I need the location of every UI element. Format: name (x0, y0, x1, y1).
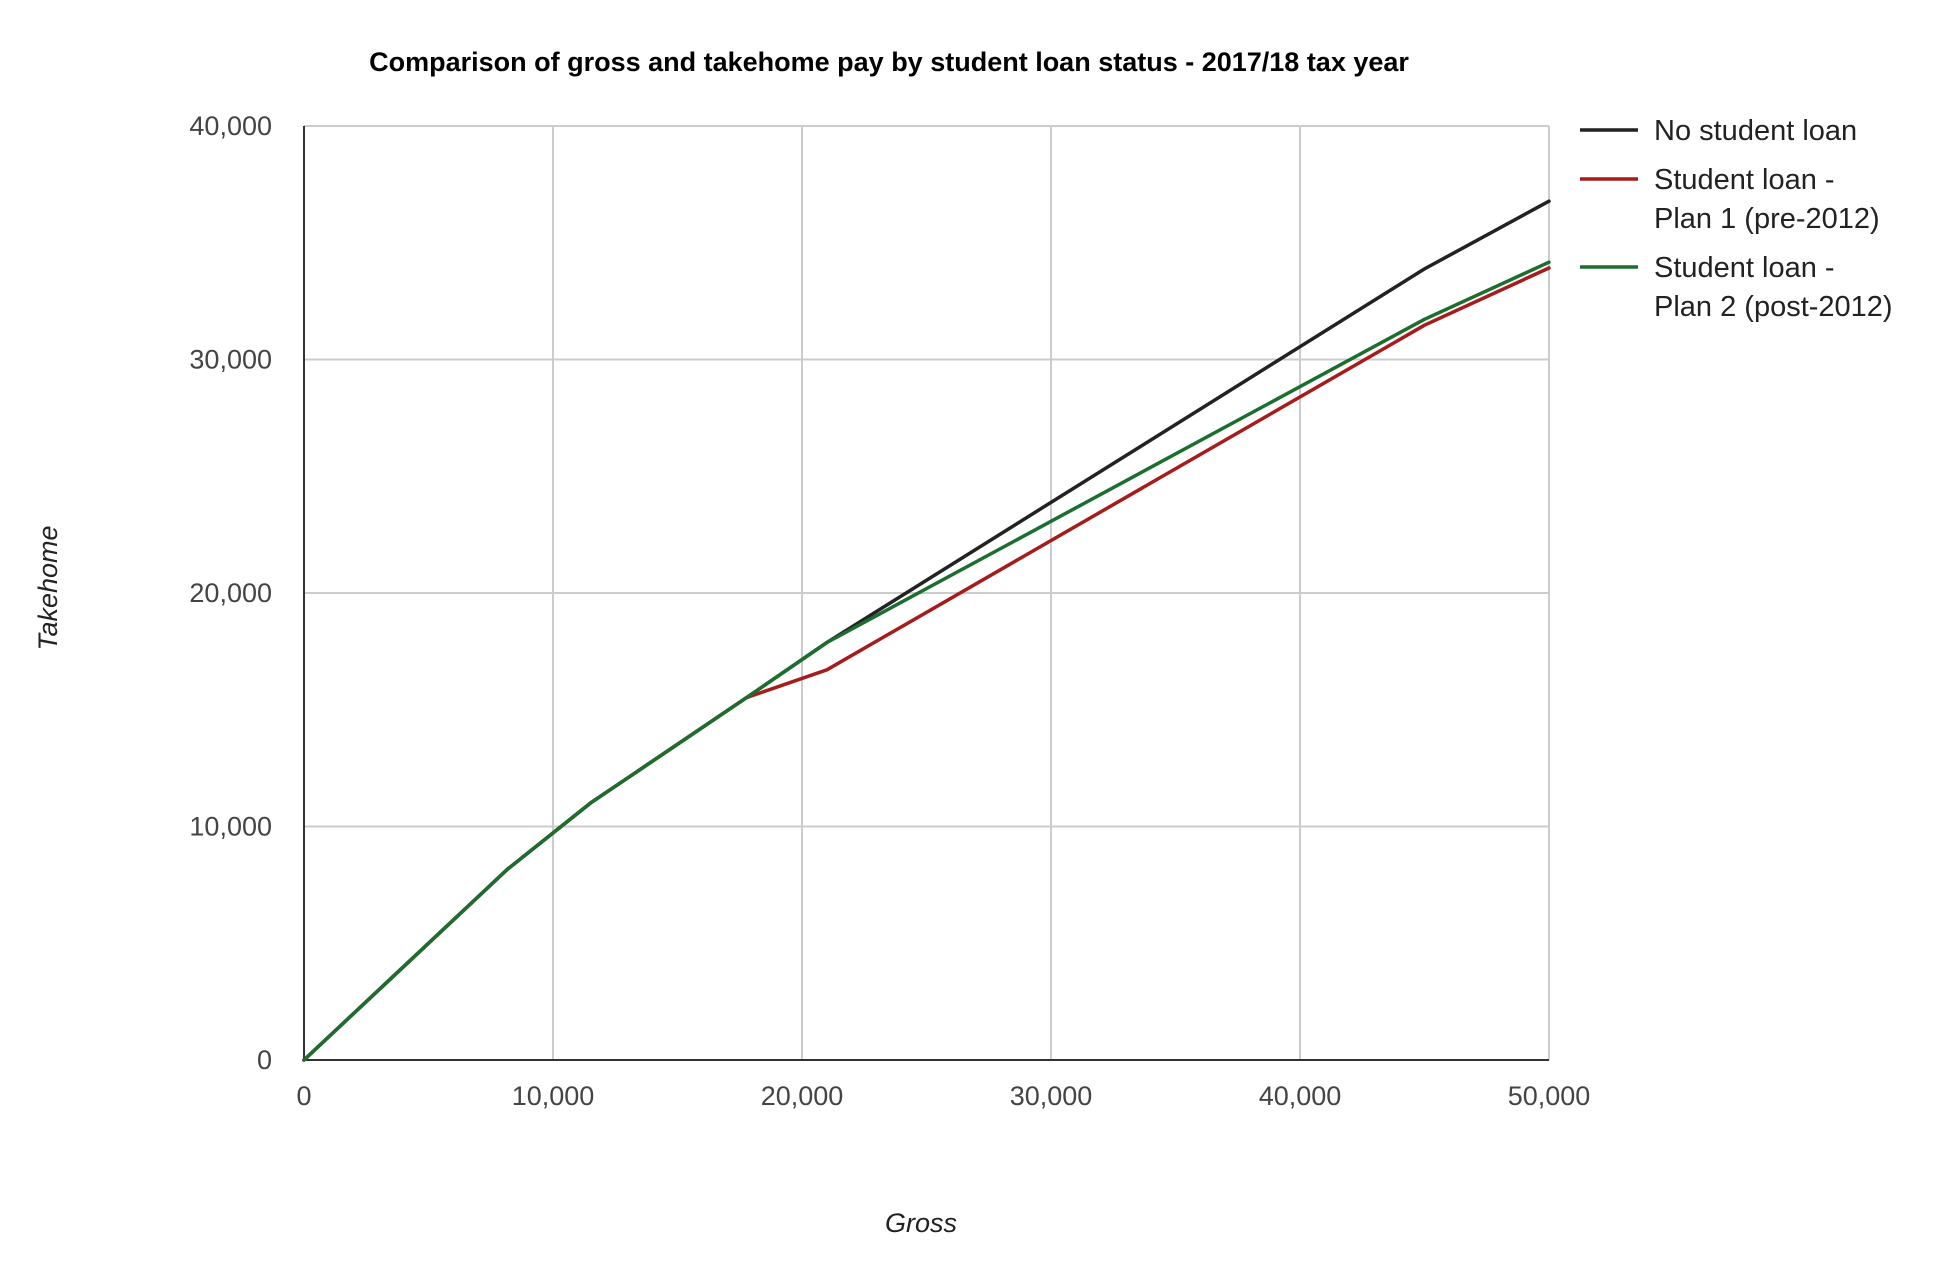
x-axis-title: Gross (885, 1208, 957, 1238)
legend-item-1: No student loan (1580, 115, 1857, 147)
legend-item-2: Student loan - Plan 1 (pre-2012) (1580, 164, 1880, 235)
y-tick-label: 0 (257, 1045, 272, 1075)
x-tick-label: 40,000 (1259, 1081, 1342, 1111)
series-line-1 (302, 199, 1551, 1062)
series-lines (302, 199, 1551, 1062)
legend-item-3: Student loan - Plan 2 (post-2012) (1580, 252, 1893, 323)
gridlines (304, 125, 1550, 1060)
x-axis-ticks: 0 10,000 20,000 30,000 40,000 50,000 (296, 1081, 1590, 1111)
x-tick-label: 10,000 (512, 1081, 595, 1111)
legend-label: No student loan (1654, 115, 1857, 147)
y-tick-label: 30,000 (189, 345, 272, 375)
series-line-2 (302, 266, 1551, 1062)
x-tick-label: 50,000 (1508, 1081, 1591, 1111)
y-tick-label: 10,000 (189, 812, 272, 842)
chart-title: Comparison of gross and takehome pay by … (369, 47, 1409, 77)
series-line-3 (302, 260, 1551, 1062)
y-axis-title: Takehome (33, 525, 63, 650)
y-axis-ticks: 0 10,000 20,000 30,000 40,000 (189, 111, 272, 1075)
legend-label: Student loan - (1654, 164, 1835, 196)
y-tick-label: 40,000 (189, 111, 272, 141)
legend: No student loan Student loan - Plan 1 (pre… (1580, 115, 1893, 323)
axes (303, 126, 1549, 1061)
x-tick-label: 30,000 (1010, 1081, 1093, 1111)
legend-label: Student loan - (1654, 252, 1835, 284)
legend-label: Plan 1 (pre-2012) (1654, 203, 1880, 235)
x-tick-label: 20,000 (761, 1081, 844, 1111)
x-tick-label: 0 (296, 1081, 311, 1111)
legend-label: Plan 2 (post-2012) (1654, 291, 1893, 323)
y-tick-label: 20,000 (189, 578, 272, 608)
